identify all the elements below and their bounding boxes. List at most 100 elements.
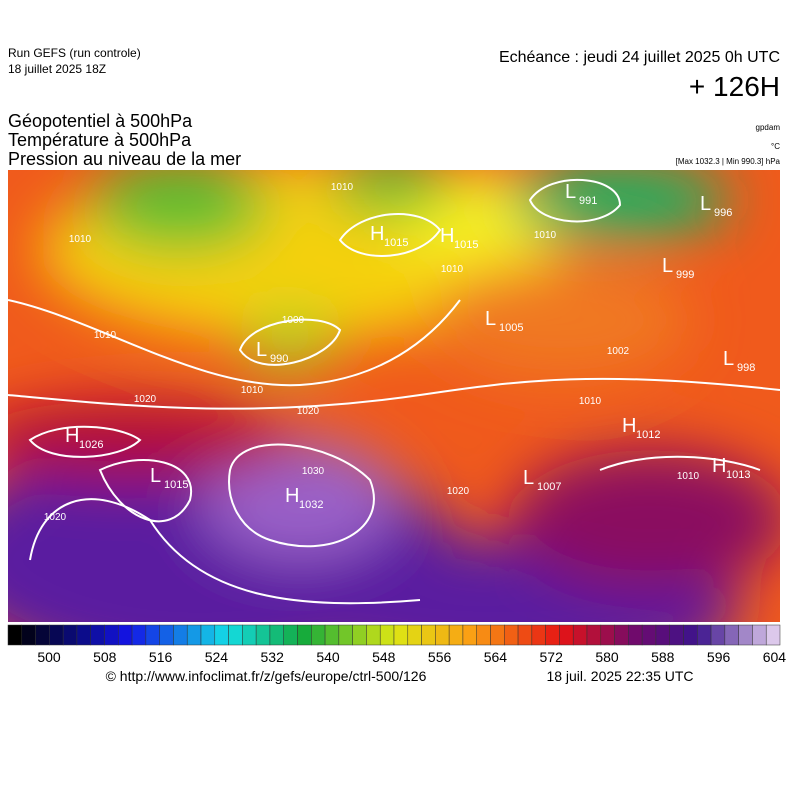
isobar-label: 1010 xyxy=(441,264,464,275)
colorbar-tick-label: 572 xyxy=(540,649,564,665)
colorbar-swatch xyxy=(697,624,712,646)
colorbar-swatch xyxy=(710,624,726,646)
colorbar-tick-label: 532 xyxy=(261,649,285,665)
colorbar-swatch xyxy=(531,624,546,646)
isobar-label: 1010 xyxy=(241,385,264,396)
colorbar-swatch xyxy=(628,624,643,646)
center-value: 998 xyxy=(737,362,755,374)
isobar-label: 1000 xyxy=(282,315,305,326)
colorbar-swatch xyxy=(76,624,91,646)
title-line: Pression au niveau de la mer xyxy=(8,149,241,169)
center-value: 1015 xyxy=(384,237,408,249)
isobar-label: 1010 xyxy=(534,230,557,241)
center-value: 1012 xyxy=(636,429,660,441)
center-letter: L xyxy=(485,308,496,330)
center-letter: L xyxy=(150,465,161,487)
colorbar-swatch xyxy=(738,624,753,646)
center-letter: L xyxy=(662,255,673,277)
colorbar-swatch xyxy=(283,624,298,646)
isobar-label: 1010 xyxy=(69,234,92,245)
colorbar-swatch xyxy=(765,624,781,646)
colorbar-swatch xyxy=(49,624,64,646)
center-value: 990 xyxy=(270,353,288,365)
colorbar-tick-label: 524 xyxy=(205,649,229,665)
center-value: 1015 xyxy=(164,479,188,491)
map xyxy=(8,170,780,622)
colorbar-swatch xyxy=(269,624,284,646)
center-letter: L xyxy=(523,467,534,489)
colorbar-swatch xyxy=(476,624,491,646)
isobar-label: 1020 xyxy=(44,512,67,523)
colorbar-swatch xyxy=(669,624,684,646)
isobar-label: 1010 xyxy=(579,396,602,407)
colorbar-swatch xyxy=(421,624,436,646)
colorbar-swatch xyxy=(21,624,36,646)
colorbar-swatch xyxy=(655,624,670,646)
center-value: 1013 xyxy=(726,469,750,481)
center-value: 1005 xyxy=(499,322,523,334)
colorbar-swatch xyxy=(504,624,519,646)
colorbar-tick-label: 500 xyxy=(37,649,61,665)
colorbar-swatch xyxy=(614,624,629,646)
unit-label: [Max 1032.3 | Min 990.3] hPa xyxy=(676,157,781,166)
echeance: Echéance : jeudi 24 juillet 2025 0h UTC xyxy=(499,49,780,66)
center-letter: L xyxy=(700,193,711,215)
colorbar-swatch xyxy=(435,624,450,646)
colorbar-swatch xyxy=(545,624,560,646)
colorbar-swatch xyxy=(586,624,602,646)
colorbar-swatch xyxy=(90,624,105,646)
isobar-label: 1020 xyxy=(134,394,157,405)
colorbar-swatch xyxy=(173,624,188,646)
colorbar-swatch xyxy=(559,624,574,646)
colorbar-swatch xyxy=(242,624,257,646)
colorbar-swatch xyxy=(228,624,243,646)
colorbar-swatch xyxy=(311,624,326,646)
isobar-label: 1030 xyxy=(302,466,325,477)
colorbar-swatch xyxy=(379,624,395,646)
center-letter: L xyxy=(723,348,734,370)
colorbar-tick-label: 516 xyxy=(149,649,173,665)
colorbar-tick-label: 588 xyxy=(651,649,675,665)
colorbar-tick-label: 508 xyxy=(93,649,117,665)
colorbar-swatch xyxy=(752,624,767,646)
colorbar-swatch xyxy=(131,624,147,646)
colorbar-swatch xyxy=(490,624,505,646)
colorbar-swatch xyxy=(352,624,367,646)
center-letter: H xyxy=(370,223,384,245)
colorbar-swatch xyxy=(200,624,216,646)
colorbar-swatch xyxy=(62,624,78,646)
center-value: 1015 xyxy=(454,239,478,251)
colorbar-swatch xyxy=(338,624,353,646)
center-letter: L xyxy=(565,181,576,203)
colorbar-tick-label: 548 xyxy=(372,649,396,665)
colorbar-swatch xyxy=(393,624,409,646)
generated-time: 18 juil. 2025 22:35 UTC xyxy=(546,668,693,684)
center-value: 996 xyxy=(714,207,732,219)
center-value: 1026 xyxy=(79,439,103,451)
center-letter: H xyxy=(285,485,299,507)
source-url: © http://www.infoclimat.fr/z/gefs/europe… xyxy=(106,668,427,684)
colorbar-tick-label: 604 xyxy=(763,649,787,665)
center-letter: H xyxy=(440,225,454,247)
colorbar-tick-label: 596 xyxy=(707,649,731,665)
unit-label: gpdam xyxy=(756,123,781,132)
colorbar-tick-label: 580 xyxy=(595,649,619,665)
colorbar-swatch xyxy=(448,624,464,646)
colorbar-swatch xyxy=(104,624,119,646)
unit-label: °C xyxy=(771,142,780,151)
colorbar: 500 508 516 524 532 540 548 556 564 572 580 588 596 6… xyxy=(7,624,787,665)
center-letter: H xyxy=(712,455,726,477)
colorbar-swatch xyxy=(35,624,50,646)
colorbar-tick-label: 556 xyxy=(428,649,452,665)
colorbar-swatch xyxy=(145,624,160,646)
colorbar-swatch xyxy=(641,624,657,646)
isobar-label: 1010 xyxy=(331,182,354,193)
colorbar-swatch xyxy=(724,624,739,646)
isobar-label: 1010 xyxy=(94,330,117,341)
center-value: 1007 xyxy=(537,481,561,493)
colorbar-swatch xyxy=(407,624,422,646)
isobar-label: 1002 xyxy=(607,346,630,357)
